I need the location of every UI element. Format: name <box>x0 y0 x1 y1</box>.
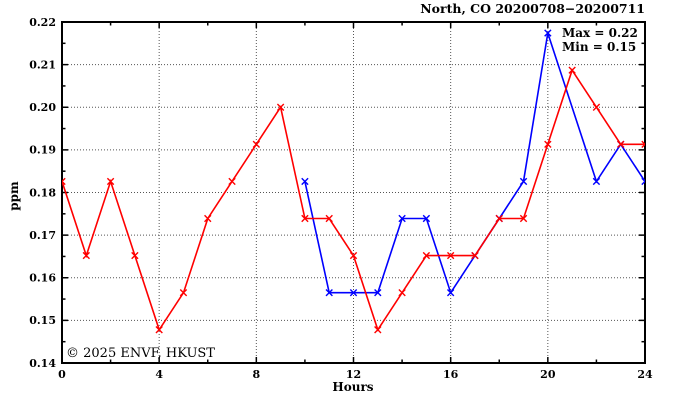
red-series-marker <box>641 140 645 149</box>
y-tick-label: 0.19 <box>29 144 56 157</box>
red-series-marker <box>446 251 455 260</box>
red-series-marker <box>422 251 431 260</box>
watermark: © 2025 ENVF, HKUST <box>66 346 215 361</box>
red-series-group <box>62 66 645 334</box>
red-series-marker <box>592 103 601 111</box>
blue-series-marker <box>641 177 645 186</box>
blue-series-marker <box>374 288 382 297</box>
red-series-marker <box>325 214 333 223</box>
red-series-marker <box>62 177 66 186</box>
red-series-marker <box>349 251 358 260</box>
annotation-max: Max = 0.22 <box>562 26 638 40</box>
red-series-marker <box>471 251 479 260</box>
red-series-marker <box>398 288 406 297</box>
x-tick-label: 20 <box>540 368 556 381</box>
x-axis-label: Hours <box>332 380 373 394</box>
chart-title: North, CO 20200708−20200711 <box>420 1 645 16</box>
red-series-marker <box>204 214 212 223</box>
y-tick-label: 0.21 <box>29 58 56 71</box>
red-series-marker <box>228 177 236 186</box>
y-axis-label: ppm <box>7 181 21 211</box>
y-tick-label: 0.17 <box>29 229 56 242</box>
red-series-marker <box>617 140 625 149</box>
x-tick-label: 4 <box>155 368 163 381</box>
blue-series-marker <box>325 288 333 297</box>
blue-series-marker <box>519 177 528 186</box>
red-series-marker <box>495 214 503 223</box>
red-series-marker <box>374 326 382 334</box>
blue-series-marker <box>544 29 552 37</box>
y-tick-label: 0.14 <box>29 357 56 370</box>
red-series-marker <box>131 251 139 260</box>
blue-series-marker <box>592 177 601 186</box>
red-series-marker <box>106 177 115 186</box>
blue-series-marker <box>349 288 358 297</box>
blue-series-line <box>304 32 645 295</box>
blue-series-marker <box>446 288 455 297</box>
red-series-marker <box>155 326 163 334</box>
x-tick-label: 16 <box>443 368 459 381</box>
red-series-marker <box>568 66 576 74</box>
red-series-marker <box>519 214 528 223</box>
x-tick-label: 8 <box>253 368 261 381</box>
red-series-marker <box>544 140 552 149</box>
red-series-marker <box>179 288 188 297</box>
blue-series-marker <box>398 214 406 223</box>
annotation-min: Min = 0.15 <box>562 40 636 54</box>
y-tick-label: 0.15 <box>29 314 56 327</box>
y-tick-label: 0.18 <box>29 186 56 199</box>
plot-frame <box>61 21 646 364</box>
blue-series-marker <box>422 214 431 223</box>
red-series-marker <box>276 103 285 111</box>
red-series-marker <box>301 214 309 223</box>
red-series-marker <box>82 251 90 260</box>
x-tick-label: 12 <box>346 368 361 381</box>
y-tick-label: 0.22 <box>29 16 56 29</box>
y-tick-label: 0.20 <box>29 101 56 114</box>
x-tick-label: 24 <box>637 368 653 381</box>
red-series-marker <box>252 140 261 149</box>
blue-series-marker <box>301 177 309 186</box>
x-tick-label: 0 <box>58 368 66 381</box>
y-tick-label: 0.16 <box>29 272 56 285</box>
